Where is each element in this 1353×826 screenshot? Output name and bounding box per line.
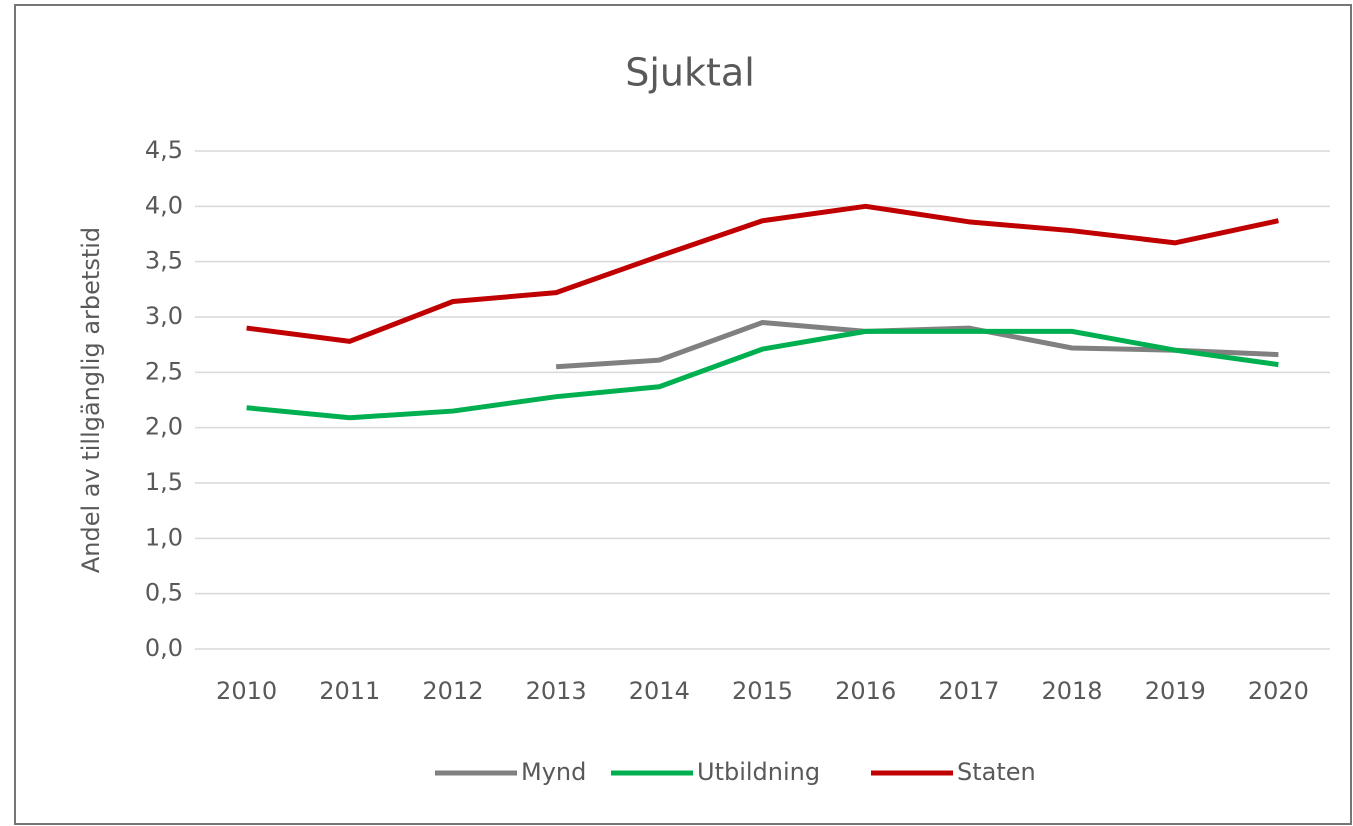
y-tick-label: 0,5 [145, 579, 183, 607]
y-tick-label: 3,0 [145, 302, 183, 330]
legend-label: Utbildning [697, 758, 820, 786]
chart-title: Sjuktal [625, 51, 755, 95]
y-tick-label: 3,5 [145, 247, 183, 275]
y-tick-label: 2,0 [145, 413, 183, 441]
y-tick-label: 1,5 [145, 468, 183, 496]
x-tick-label: 2012 [422, 677, 483, 705]
x-tick-label: 2015 [732, 677, 793, 705]
y-tick-label: 4,0 [145, 191, 183, 219]
y-tick-label: 0,0 [145, 634, 183, 662]
series-line [246, 328, 1279, 421]
x-tick-label: 2013 [526, 677, 587, 705]
x-tick-label: 2016 [835, 677, 896, 705]
y-tick-label: 2,5 [145, 357, 183, 385]
x-tick-label: 2014 [629, 677, 690, 705]
x-tick-label: 2018 [1042, 677, 1103, 705]
x-tick-label: 2010 [216, 677, 277, 705]
chart-frame [14, 4, 1352, 825]
x-tick-label: 2017 [938, 677, 999, 705]
y-axis-label: Andel av tillgänglig arbetstid [77, 227, 105, 573]
legend-label: Mynd [521, 758, 586, 786]
x-tick-label: 2019 [1145, 677, 1206, 705]
x-tick-label: 2011 [319, 677, 380, 705]
y-tick-label: 4,5 [145, 136, 183, 164]
legend-label: Staten [957, 758, 1036, 786]
y-tick-label: 1,0 [145, 523, 183, 551]
x-tick-label: 2020 [1248, 677, 1309, 705]
series-line [246, 203, 1279, 344]
